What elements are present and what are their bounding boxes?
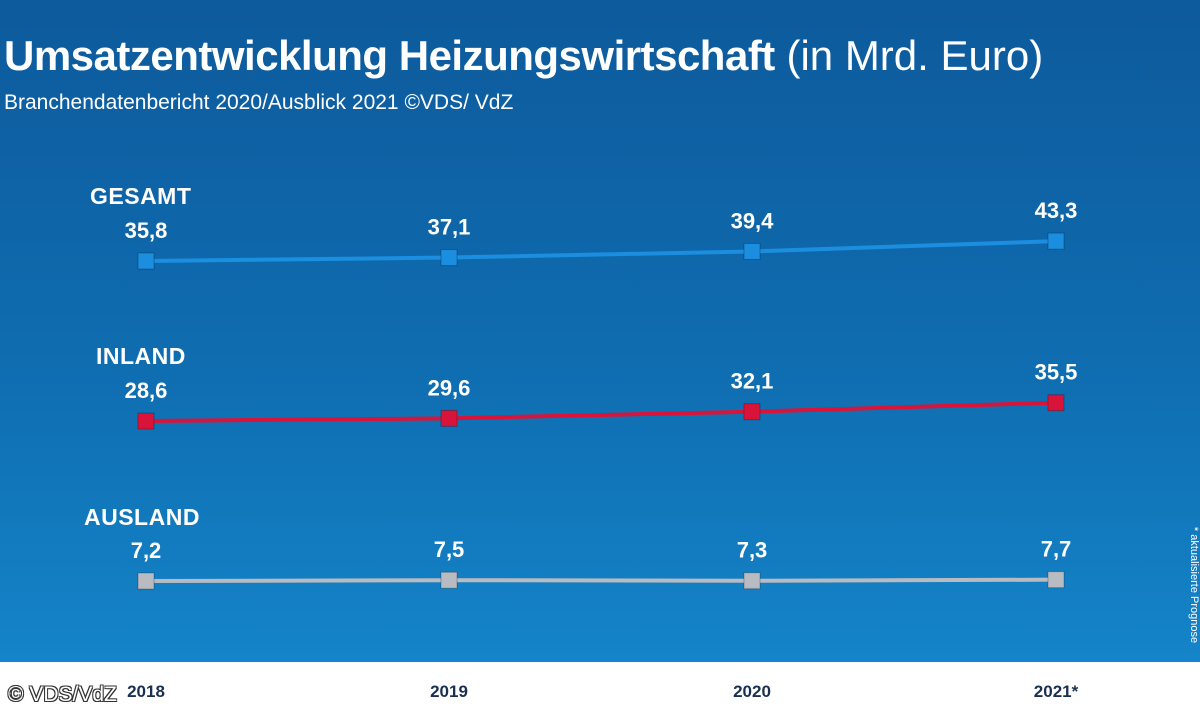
x-tick-label-3: 2021* [1034, 682, 1079, 701]
x-tick-label-0: 2018 [127, 682, 165, 701]
series-line-inland [145, 400, 1057, 423]
series-line-gesamt [145, 239, 1057, 263]
series-name-inland: INLAND [96, 343, 186, 369]
title-main: Umsatzentwicklung Heizungswirtschaft [4, 32, 775, 79]
data-point-ausland-0 [137, 572, 155, 590]
data-label-inland-0: 28,6 [125, 378, 168, 403]
data-point-inland-2 [743, 403, 761, 421]
data-label-ausland-1: 7,5 [434, 537, 465, 562]
series-line-ausland [145, 577, 1057, 583]
data-point-ausland-1 [440, 571, 458, 589]
data-label-ausland-3: 7,7 [1041, 537, 1072, 562]
chart-title: Umsatzentwicklung Heizungswirtschaft (in… [4, 30, 1043, 82]
data-label-ausland-2: 7,3 [737, 538, 768, 563]
chart-background [0, 0, 1200, 662]
data-label-gesamt-1: 37,1 [428, 215, 471, 240]
x-tick-label-1: 2019 [430, 682, 468, 701]
data-point-gesamt-2 [743, 242, 761, 260]
data-point-ausland-2 [743, 572, 761, 590]
data-point-gesamt-1 [440, 249, 458, 267]
footer-bar [0, 662, 1200, 720]
data-label-gesamt-2: 39,4 [731, 208, 775, 233]
data-label-inland-1: 29,6 [428, 375, 471, 400]
series-name-ausland: AUSLAND [84, 504, 200, 530]
data-point-inland-0 [137, 412, 155, 430]
data-point-inland-3 [1047, 394, 1065, 412]
data-label-inland-3: 35,5 [1035, 360, 1078, 385]
title-unit: (in Mrd. Euro) [786, 32, 1044, 79]
footnote: * aktualisierte Prognose [1188, 526, 1200, 644]
data-point-gesamt-0 [137, 252, 155, 270]
series-name-gesamt: GESAMT [90, 183, 191, 209]
x-tick-label-2: 2020 [733, 682, 771, 701]
data-label-inland-2: 32,1 [731, 369, 774, 394]
data-label-ausland-0: 7,2 [131, 538, 162, 563]
data-label-gesamt-0: 35,8 [125, 218, 168, 243]
data-point-gesamt-3 [1047, 232, 1065, 250]
data-label-gesamt-3: 43,3 [1035, 198, 1078, 223]
data-point-ausland-3 [1047, 571, 1065, 589]
data-point-inland-1 [440, 409, 458, 427]
copyright: © VDS/VdZ [8, 683, 117, 706]
chart-subtitle: Branchendatenbericht 2020/Ausblick 2021 … [4, 91, 514, 114]
